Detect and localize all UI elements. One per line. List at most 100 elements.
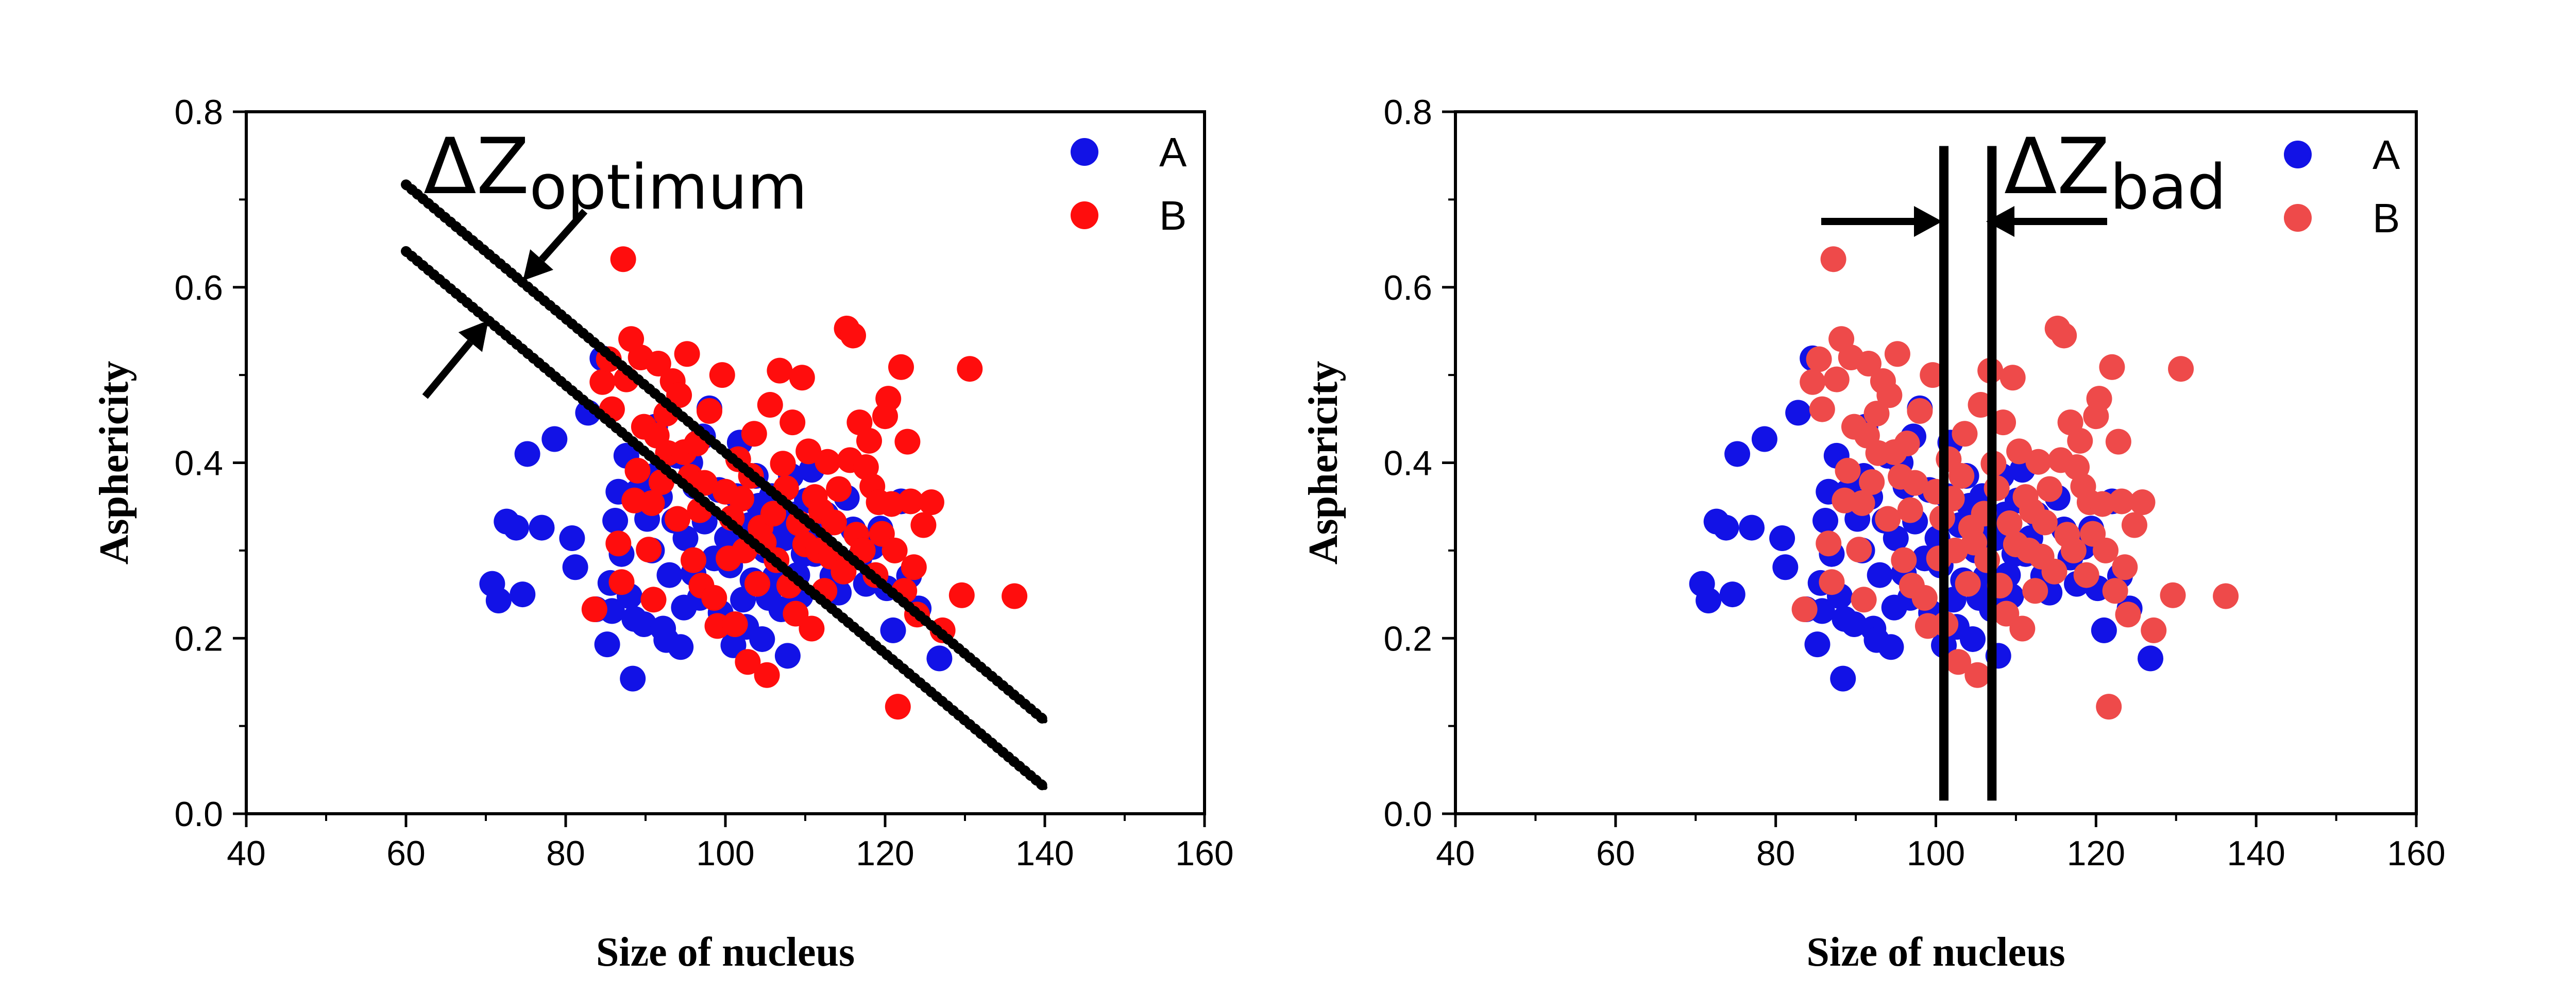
scatter-point-b [1846,537,1872,563]
scatter-point-a [1841,611,1867,637]
scatter-point-a [541,426,568,452]
scatter-point-b [831,558,857,585]
left-scatter-panel: 40 60 80 100 120 140 160 0.0 0.2 0.4 0.6 0.8 Size o… [92,93,1234,975]
right-y-tick-label: 0.2 [1383,619,1432,658]
scatter-point-b [722,611,748,637]
scatter-point-a [1959,626,1986,652]
left-x-tick-label: 40 [227,834,266,873]
scatter-point-b [728,486,754,512]
scatter-point-b [1820,246,1846,272]
scatter-point-a [1739,515,1765,541]
scatter-point-b [2121,512,2147,538]
scatter-point-b [1911,585,1938,611]
scatter-point-a [510,581,536,608]
scatter-point-b [636,537,662,563]
delta-z-bad-label: ΔZbad [2004,122,2226,224]
scatter-point-a [514,441,540,467]
scatter-point-b [741,421,767,447]
right-x-tick-label: 160 [2387,834,2445,873]
scatter-point-b [767,357,793,384]
scatter-point-b [2006,438,2032,465]
scatter-point-b [799,615,825,642]
scatter-point-b [2089,491,2115,517]
left-y-tick-label: 0.8 [174,93,223,132]
scatter-point-b [581,596,607,623]
scatter-point-b [894,429,921,455]
left-legend: AB [1071,129,1187,238]
scatter-point-a [1804,631,1831,658]
arrow-to-upper-line-head [523,249,553,281]
scatter-point-b [826,476,852,502]
scatter-point-b [624,457,651,484]
scatter-point-a [1713,515,1739,541]
left-x-tick-label: 160 [1175,834,1233,873]
scatter-point-a [1719,581,1745,608]
scatter-point-a [1830,665,1856,692]
scatter-point-b [2025,449,2052,475]
scatter-point-b [2096,694,2122,720]
arrow-right-to-line-head [1914,206,1942,237]
scatter-point-b [2022,578,2048,604]
right-y-tick-label: 0.8 [1383,93,1432,132]
scatter-point-b [697,398,722,424]
scatter-point-a [594,631,620,658]
scatter-point-a [562,554,588,580]
scatter-point-b [1863,401,1890,427]
legend-label-a: A [2372,132,2400,178]
scatter-point-b [1849,490,1875,516]
scatter-point-a [1724,441,1751,467]
scatter-point-b [608,569,635,595]
scatter-point-a [1878,634,1904,660]
scatter-point-b [821,509,847,536]
scatter-point-b [1816,530,1842,557]
scatter-point-b [2129,489,2156,516]
delta-z-optimum-label: ΔZoptimum [423,122,807,224]
arrow-to-lower-line [422,339,473,399]
scatter-point-b [2086,386,2112,412]
left-x-tick-label: 60 [386,834,426,873]
scatter-point-b [610,246,636,272]
scatter-point-b [1990,409,2016,436]
scatter-point-b [2092,537,2119,563]
arrow-to-lower-line-head [458,320,488,352]
scatter-point-b [840,322,866,349]
scatter-point-b [882,537,908,563]
scatter-point-b [2112,554,2138,580]
scatter-point-b [770,451,796,477]
scatter-point-b [754,662,780,688]
scatter-point-a [1751,426,1777,452]
scatter-point-b [1800,369,1826,395]
scatter-point-a [749,626,775,652]
scatter-point-b [1968,392,1994,418]
delta-z-subscript: bad [2110,152,2226,224]
scatter-point-b [901,554,927,580]
scatter-point-b [779,409,806,436]
scatter-point-b [691,470,718,496]
scatter-point-a [926,645,953,672]
scatter-point-b [2073,562,2099,588]
scatter-point-b [709,362,735,388]
scatter-point-b [1920,362,1946,388]
scatter-point-b [1835,457,1861,484]
scatter-point-b [1952,421,1978,447]
scatter-point-b [1999,365,2026,391]
legend-marker-b [1071,201,1098,229]
scatter-point-a [880,617,906,643]
legend-marker-a [2284,141,2312,168]
scatter-point-b [1891,547,1917,573]
scatter-point-a [1883,525,1909,552]
scatter-point-a [602,507,629,534]
legend-marker-b [2284,204,2312,232]
scatter-point-b [2115,602,2141,628]
right-x-tick-label: 80 [1756,834,1795,873]
scatter-point-b [1875,506,1901,532]
scatter-point-b [2041,558,2067,585]
left-x-tick-label: 100 [696,834,754,873]
scatter-point-b [1859,469,1885,495]
scatter-point-b [1996,510,2023,537]
right-guide-line-layer [1939,146,1997,801]
scatter-point-b [2160,582,2186,608]
scatter-point-b [878,491,905,517]
left-guide-line-layer [401,179,1050,793]
